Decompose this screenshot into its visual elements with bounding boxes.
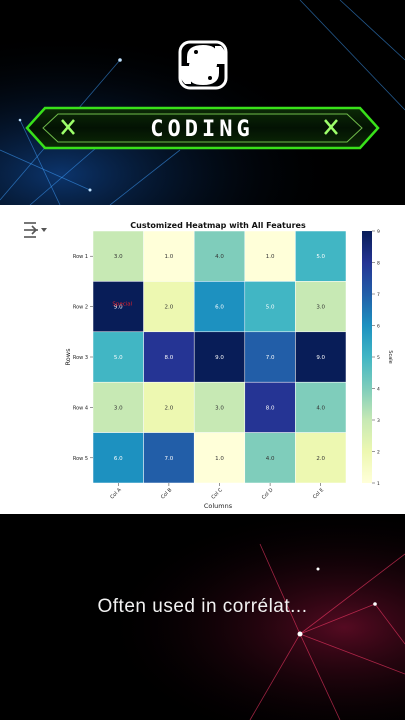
colorbar-tick-label: 8: [377, 260, 380, 266]
cell-value-label: 2.0: [165, 305, 174, 311]
bottom-background: [0, 514, 405, 720]
x-axis-label: Columns: [204, 502, 233, 510]
y-tick-label: Row 4: [73, 405, 88, 411]
colorbar-tick-label: 6: [377, 323, 380, 329]
y-tick-label: Row 2: [73, 305, 88, 311]
cell-value-label: 4.0: [215, 254, 224, 260]
y-tick-label: Row 1: [73, 254, 88, 260]
cell-value-label: 7.0: [266, 355, 275, 361]
cell-value-label: 1.0: [165, 254, 174, 260]
heatmap-cell: [143, 381, 195, 433]
cell-value-label: 3.0: [215, 405, 224, 411]
heatmap-cell: [295, 432, 347, 484]
x-tick-label: Col E: [312, 487, 325, 500]
heatmap-cell: [295, 230, 347, 282]
cell-value-label: 9.0: [215, 355, 224, 361]
colorbar-tick-label: 7: [377, 292, 380, 298]
x-icon: [61, 119, 75, 135]
colorbar-tick-label: 3: [377, 418, 380, 424]
colorbar: [362, 231, 372, 483]
heatmap-cell: [143, 281, 195, 333]
colorbar-tick-label: 9: [377, 229, 380, 235]
heatmap-cell: [244, 432, 296, 484]
cell-value-label: 8.0: [266, 405, 275, 411]
cell-value-label: 3.0: [114, 254, 123, 260]
x-tick-label: Col A: [109, 487, 123, 501]
video-caption: Often used in corrélat...: [97, 596, 308, 617]
python-logo-icon: [178, 40, 228, 90]
y-tick-label: Row 3: [73, 355, 88, 361]
cell-value-label: 7.0: [165, 456, 174, 462]
cell-value-label: 2.0: [316, 456, 325, 462]
cell-value-label: 9.0: [316, 355, 325, 361]
y-tick-label: Row 5: [73, 456, 88, 462]
cell-value-label: 8.0: [165, 355, 174, 361]
heatmap-cell: [193, 432, 246, 484]
banner-title: CODING: [150, 117, 253, 142]
heatmap-cell: [244, 381, 296, 433]
cell-value-label: 3.0: [114, 405, 123, 411]
banner-background: CODING: [0, 0, 405, 205]
cell-value-label: 9.0: [114, 305, 123, 311]
cell-value-label: 6.0: [114, 456, 123, 462]
x-tick-label: Col B: [160, 487, 174, 501]
colorbar-tick-label: 4: [377, 386, 380, 392]
heatmap-cell: [244, 230, 296, 282]
cell-value-label: 5.0: [114, 355, 123, 361]
cell-value-label: 4.0: [266, 456, 275, 462]
heatmap-cell: [295, 381, 347, 433]
x-tick-label: Col C: [210, 487, 224, 501]
chart-title: Customized Heatmap with All Features: [130, 221, 306, 230]
cell-value-label: 3.0: [316, 305, 325, 311]
menu-collapse-icon[interactable]: [22, 220, 48, 240]
x-icon: [324, 119, 338, 135]
heatmap-cell: [143, 432, 195, 484]
cell-value-label: 1.0: [266, 254, 275, 260]
colorbar-tick-label: 1: [377, 481, 380, 487]
heatmap-cell: [193, 281, 246, 333]
colorbar-label: Scale: [387, 350, 393, 363]
colorbar-tick-label: 2: [377, 449, 380, 455]
heatmap-cell: [244, 331, 296, 383]
heatmap-cell: [92, 432, 144, 484]
special-annotation: Special: [112, 302, 132, 308]
colorbar-tick-label: 5: [377, 355, 380, 361]
cell-value-label: 5.0: [316, 254, 325, 260]
cell-value-label: 2.0: [165, 405, 174, 411]
x-tick-label: Col D: [261, 487, 275, 501]
heatmap-cell: [193, 230, 246, 282]
heatmap-cell: [92, 230, 144, 282]
heatmap-cell: [92, 331, 144, 383]
heatmap-chart: Customized Heatmap with All Features 3.0…: [64, 221, 393, 510]
chart-panel: Customized Heatmap with All Features 3.0…: [0, 205, 405, 514]
heatmap-cell: [193, 381, 246, 433]
cell-value-label: 4.0: [316, 405, 325, 411]
heatmap-cell: [295, 331, 347, 383]
heatmap-cell: [92, 381, 144, 433]
heatmap-cell: [143, 331, 195, 383]
cell-value-label: 1.0: [215, 456, 224, 462]
cell-value-label: 5.0: [266, 305, 275, 311]
y-axis-label: Rows: [64, 348, 72, 366]
cell-value-label: 6.0: [215, 305, 224, 311]
